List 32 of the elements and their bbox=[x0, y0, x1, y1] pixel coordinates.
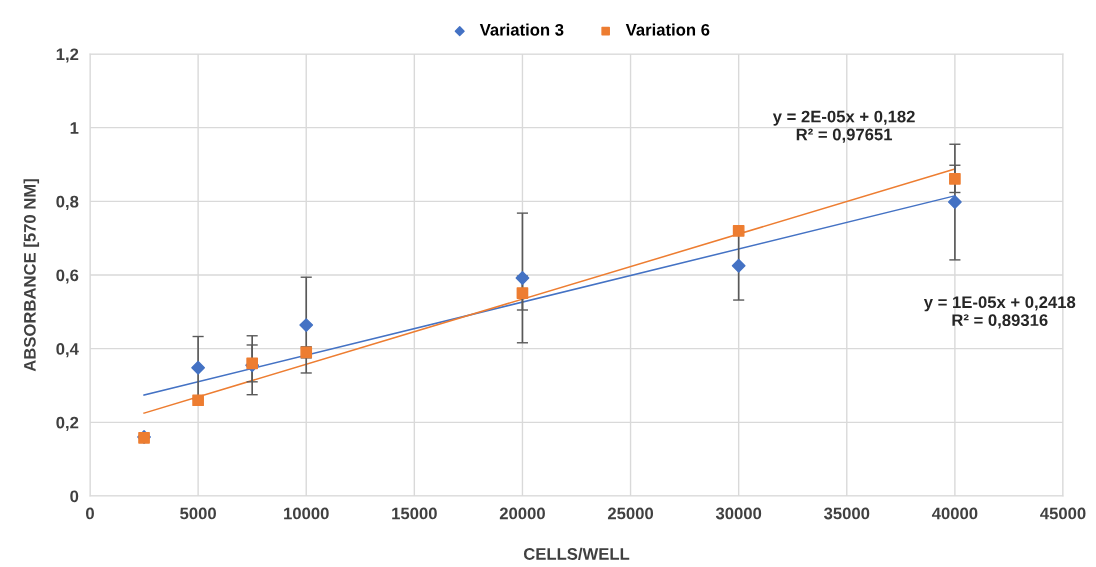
y-tick-label: 1 bbox=[70, 122, 79, 134]
x-tick-label: 40000 bbox=[931, 507, 978, 520]
y-tick-label: 1,2 bbox=[56, 48, 79, 63]
y-tick-label: 0,8 bbox=[56, 195, 79, 210]
x-tick-label: 15000 bbox=[392, 507, 437, 520]
x-tick-label: 25000 bbox=[607, 507, 654, 520]
annotation: y = 1E-05x + 0,2418 R² = 0,89316 bbox=[923, 296, 1076, 329]
x-tick-label: 0 bbox=[86, 507, 94, 520]
point bbox=[731, 258, 746, 273]
x-tick-label: 10000 bbox=[284, 507, 329, 520]
x-tick-label: 20000 bbox=[499, 507, 545, 520]
point bbox=[191, 360, 206, 375]
point bbox=[515, 271, 530, 285]
y-tick-label: 0,6 bbox=[56, 269, 79, 284]
x-tick-label: 30000 bbox=[715, 507, 762, 520]
x-tick-label: 5000 bbox=[180, 507, 216, 520]
x-axis-title: CELLS/WELL bbox=[523, 547, 630, 561]
y-tick-label: 0 bbox=[70, 490, 79, 503]
legend-label: Variation 3 bbox=[479, 23, 564, 36]
x-tick-label: 35000 bbox=[823, 507, 870, 520]
y-tick-label: 0,2 bbox=[56, 416, 79, 431]
point bbox=[949, 173, 961, 185]
point bbox=[192, 394, 204, 407]
y-tick-label: 0,4 bbox=[56, 343, 79, 358]
point bbox=[947, 195, 962, 209]
point bbox=[299, 318, 314, 332]
y-axis-title: ABSORBANCE [570 NM] bbox=[23, 179, 40, 372]
annotation: y = 2E-05x + 0,182 R² = 0,97651 bbox=[772, 110, 915, 143]
point bbox=[732, 224, 745, 237]
legend-label: Variation 6 bbox=[625, 23, 710, 36]
x-tick-label: 45000 bbox=[1040, 507, 1086, 520]
point bbox=[516, 287, 529, 299]
